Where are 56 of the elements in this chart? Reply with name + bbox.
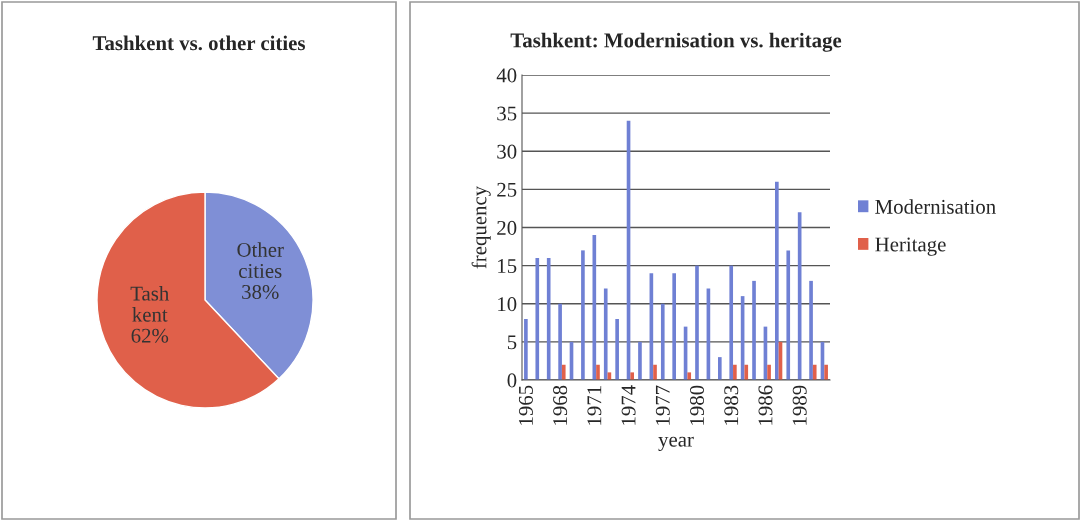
bar (630, 372, 635, 380)
x-tick-label: 1983 (724, 385, 739, 425)
y-tick-label: 40 (496, 68, 517, 83)
y-tick-label: 5 (507, 335, 517, 350)
bar (581, 250, 585, 380)
chart-title: Tashkent vs. other cities (92, 35, 305, 51)
bar (638, 341, 642, 380)
y-tick-label: 0 (507, 373, 517, 388)
y-tick-label: 25 (497, 182, 517, 197)
bar (729, 265, 734, 380)
x-tick-label: 1977 (655, 385, 670, 425)
bar (824, 364, 828, 380)
y-tick-label: 20 (497, 220, 517, 235)
bar (752, 280, 756, 380)
legend-label: Heritage (875, 237, 946, 256)
x-axis-title: year (658, 436, 694, 451)
chart-title: Tashkent: Modernisation vs. heritage (510, 32, 842, 52)
bar (744, 364, 749, 380)
x-tick-label: 1989 (792, 385, 807, 425)
slice-label: Tash kent (130, 285, 170, 322)
bar (592, 235, 597, 380)
data-label: 62% (131, 328, 169, 343)
y-tick-label: 30 (497, 144, 517, 159)
x-tick-label: 1968 (553, 385, 568, 425)
y-tick-label: 10 (498, 297, 517, 312)
bar (524, 319, 528, 380)
x-tick-label: 1986 (758, 385, 773, 425)
data-label: 38% (242, 284, 279, 300)
bar (615, 319, 619, 380)
bar (653, 364, 657, 380)
bar (603, 288, 608, 380)
bar (812, 364, 817, 380)
slice-label: Other cities (237, 242, 284, 278)
bar (546, 258, 551, 380)
bar (767, 364, 771, 380)
x-tick-label: 1980 (689, 385, 705, 425)
bar (672, 273, 676, 380)
bar (687, 372, 692, 380)
y-tick-label: 15 (498, 259, 517, 274)
x-tick-label: 1965 (518, 385, 533, 425)
x-tick-label: 1974 (621, 385, 636, 425)
bar (535, 258, 540, 380)
bar (809, 280, 813, 380)
bar (717, 357, 722, 380)
bar (558, 303, 562, 380)
y-tick-label: 35 (497, 106, 517, 121)
bar (596, 364, 600, 380)
legend-label: Modernisation (875, 199, 996, 214)
y-axis-title: frequency (471, 185, 491, 269)
bar (775, 181, 779, 380)
bar (695, 265, 699, 380)
x-tick-label: 1971 (587, 386, 602, 425)
bar (660, 303, 665, 380)
bar (561, 364, 566, 380)
bar (733, 364, 737, 380)
bar (786, 250, 791, 380)
